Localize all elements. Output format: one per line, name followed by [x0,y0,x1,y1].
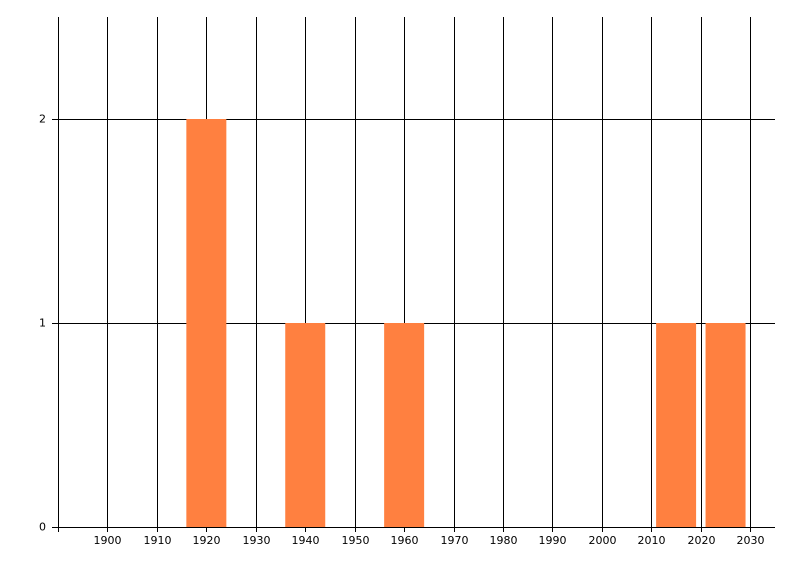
bar [656,323,697,527]
bar [705,323,746,527]
y-tick-label: 1 [39,317,46,330]
x-tick-label: 2000 [589,534,617,547]
y-tick-label: 2 [39,113,46,126]
bar [285,323,326,527]
x-tick-label: 1980 [490,534,518,547]
x-tick-label: 1910 [144,534,172,547]
x-tick-label: 1950 [342,534,370,547]
x-tick-label: 1940 [292,534,320,547]
x-tick-label: 1960 [391,534,419,547]
x-tick-label: 1920 [193,534,221,547]
bar [186,119,227,527]
y-tick-label: 0 [39,521,46,534]
bar [384,323,425,527]
x-tick-label: 2010 [638,534,666,547]
x-tick-label: 1970 [441,534,469,547]
x-tick-label: 1990 [539,534,567,547]
x-tick-label: 2020 [688,534,716,547]
x-tick-label: 1930 [243,534,271,547]
x-tick-label: 2030 [737,534,765,547]
x-tick-label: 1900 [94,534,122,547]
